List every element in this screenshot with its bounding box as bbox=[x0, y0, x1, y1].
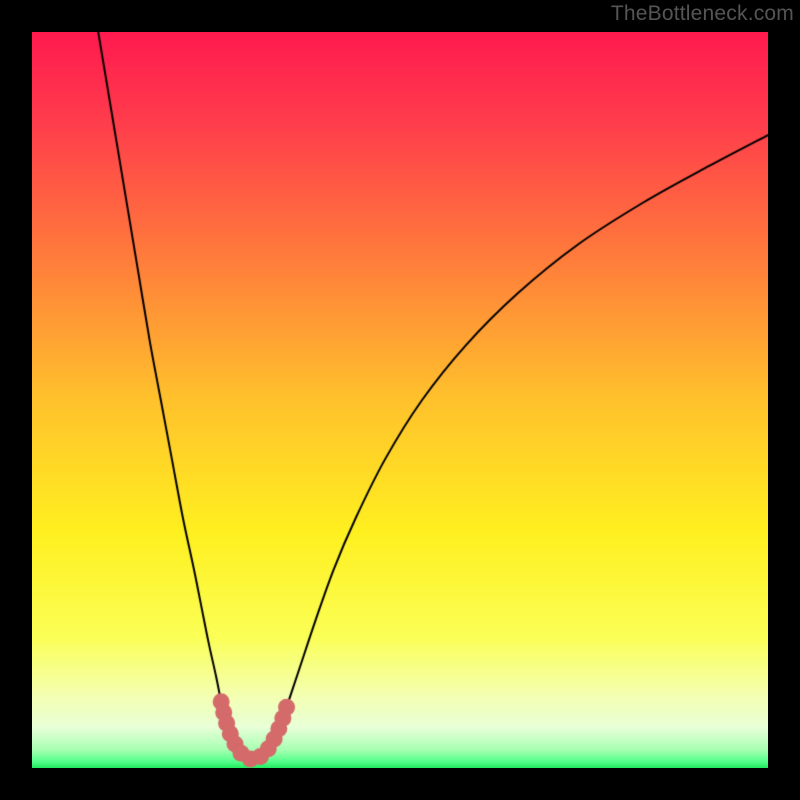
chart-outer-frame: TheBottleneck.com bbox=[0, 0, 800, 800]
chart-canvas bbox=[32, 32, 768, 768]
plot-area bbox=[32, 32, 768, 768]
watermark-text: TheBottleneck.com bbox=[611, 2, 794, 26]
